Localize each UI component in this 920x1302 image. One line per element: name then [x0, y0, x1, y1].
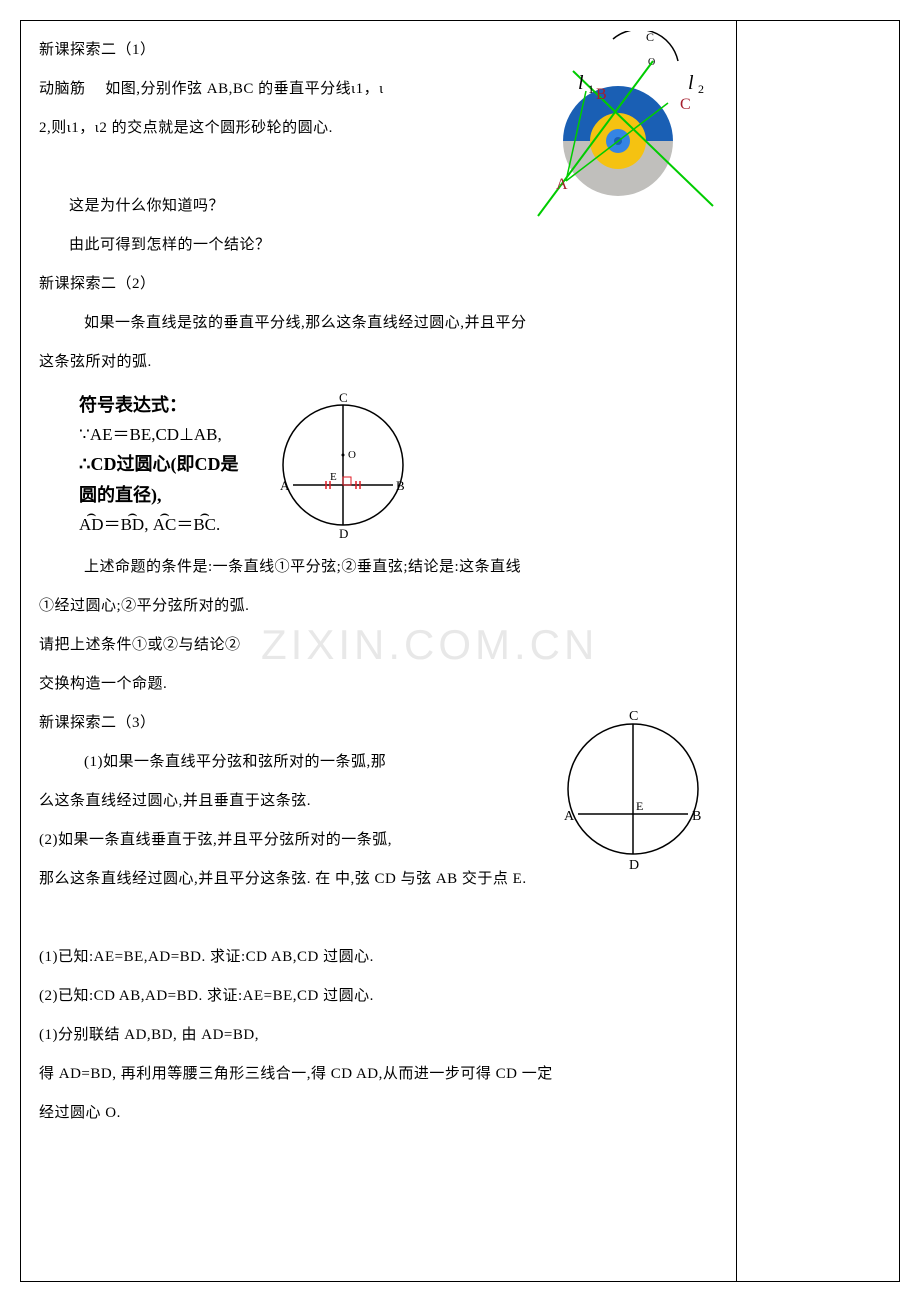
label-l1-sub: 1 — [588, 82, 594, 96]
label-l2: l — [688, 72, 694, 94]
diagram-grinding-wheel: C O l — [518, 31, 718, 236]
formula-t2: ∵AE＝BE,CD⊥AB, — [79, 421, 238, 450]
formula-block: 符号表达式： ∵AE＝BE,CD⊥AB, ∴CD过圆心(即CD是 圆的直径), … — [79, 390, 718, 540]
sec3-p6: (2)已知:CD AB,AD=BD. 求证:AE=BE,CD 过圆心. — [39, 977, 718, 1016]
sec2-title: 新课探索二（2） — [39, 265, 718, 304]
label-l1: l — [578, 72, 584, 94]
svg-text:B: B — [396, 478, 405, 493]
blank2 — [39, 899, 718, 938]
label-C: C — [646, 31, 654, 44]
sec2b-p2: ①经过圆心;②平分弦所对的弧. — [39, 587, 718, 626]
label-B: B — [596, 86, 607, 103]
sec2b-p1: 上述命题的条件是:一条直线①平分弦;②垂直弦;结论是:这条直线 — [39, 548, 718, 587]
sec3-p9: 经过圆心 O. — [39, 1094, 718, 1133]
svg-text:E: E — [636, 799, 643, 813]
sec2b-p4: 交换构造一个命题. — [39, 665, 718, 704]
diagram-circle-cd: C D A B E O — [268, 390, 418, 540]
sec2-p2: 这条弦所对的弧. — [39, 343, 718, 382]
formula-t1: 符号表达式： — [79, 390, 238, 421]
page-frame: ZIXIN.COM.CN C O — [20, 20, 900, 1282]
svg-text:C: C — [339, 390, 348, 405]
svg-text:A: A — [280, 478, 290, 493]
sec3-p7: (1)分别联结 AD,BD, 由 AD=BD, — [39, 1016, 718, 1055]
diagram-circle-plain: C D A B E — [548, 704, 718, 879]
sec3-p5: (1)已知:AE=BE,AD=BD. 求证:CD AB,CD 过圆心. — [39, 938, 718, 977]
sec2b-p3: 请把上述条件①或②与结论② — [39, 626, 718, 665]
svg-text:C: C — [629, 709, 638, 724]
svg-text:A: A — [564, 809, 575, 824]
sec3-p8: 得 AD=BD, 再利用等腰三角形三线合一,得 CD AD,从而进一步可得 CD… — [39, 1055, 718, 1094]
formula-arcs: AD＝BD, AC＝BC. — [79, 511, 238, 540]
formula-text: 符号表达式： ∵AE＝BE,CD⊥AB, ∴CD过圆心(即CD是 圆的直径), … — [79, 390, 238, 540]
svg-text:D: D — [339, 526, 348, 540]
svg-text:B: B — [692, 809, 701, 824]
main-column: ZIXIN.COM.CN C O — [21, 21, 737, 1281]
svg-text:O: O — [348, 449, 356, 461]
formula-t3: ∴CD过圆心(即CD是 — [79, 449, 238, 480]
svg-text:E: E — [330, 471, 337, 483]
content: C O l — [39, 31, 718, 1133]
label-C2: C — [680, 96, 691, 113]
svg-text:D: D — [629, 858, 639, 873]
label-A: A — [556, 176, 568, 193]
side-column — [737, 21, 899, 1281]
label-l2-sub: 2 — [698, 82, 704, 96]
sec2-p1: 如果一条直线是弦的垂直平分线,那么这条直线经过圆心,并且平分 — [39, 304, 718, 343]
